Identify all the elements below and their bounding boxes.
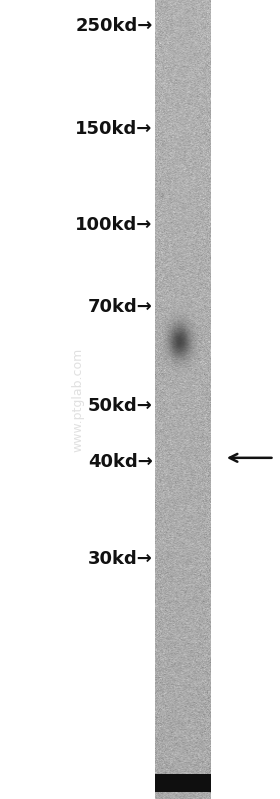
Text: 30kd→: 30kd→ (88, 551, 153, 568)
Text: 250kd→: 250kd→ (75, 18, 153, 35)
Text: 40kd→: 40kd→ (88, 453, 153, 471)
Text: 100kd→: 100kd→ (75, 217, 153, 234)
Text: 50kd→: 50kd→ (88, 397, 153, 415)
Text: 150kd→: 150kd→ (75, 121, 153, 138)
Text: www.ptglab.com: www.ptglab.com (72, 348, 85, 451)
Text: 70kd→: 70kd→ (88, 298, 153, 316)
